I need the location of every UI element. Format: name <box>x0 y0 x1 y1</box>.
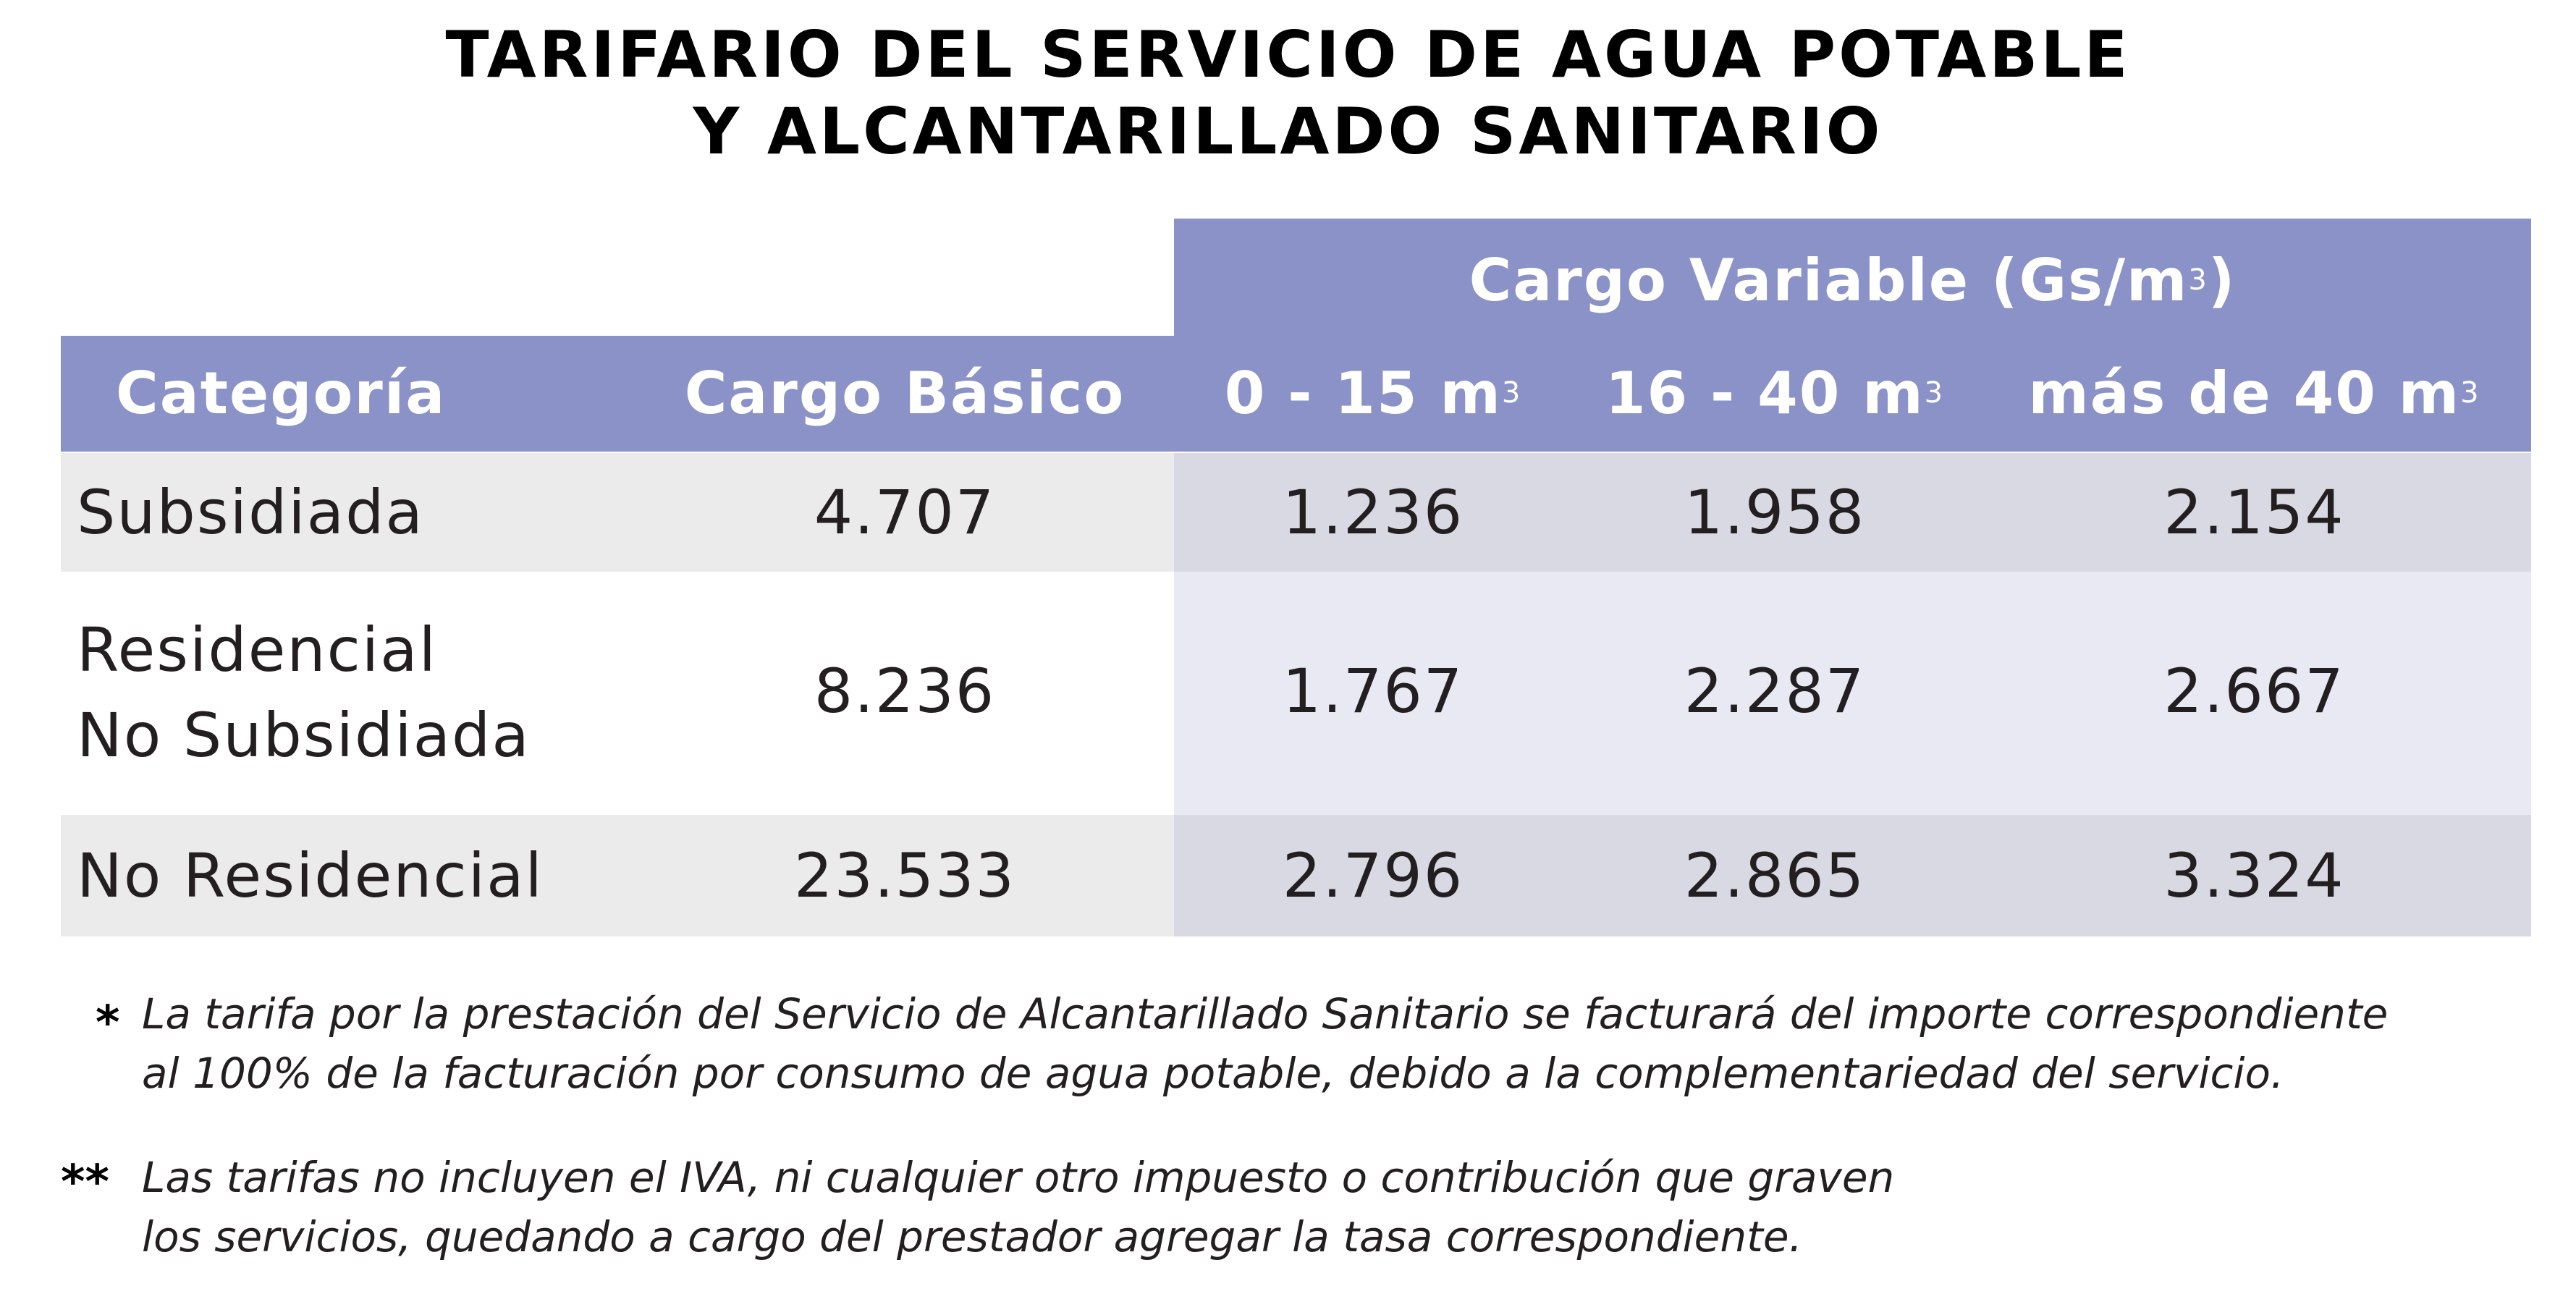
row-3-basic-charge: 23.533 <box>794 840 1015 911</box>
document-title-line-2: Y ALCANTARILLADO SANITARIO <box>693 94 1883 169</box>
group-header-cargo-variable: Cargo Variable (Gs/m 3) <box>1469 246 2237 314</box>
row-1-range-over-40: 2.154 <box>2163 477 2345 548</box>
row-2-category-line-2: No Subsidiada <box>77 700 531 771</box>
row-2-variable-background <box>1174 572 2531 815</box>
footnote-1-line-2: al 100% de la facturación por consumo de… <box>142 1049 2284 1098</box>
row-3-range-over-40: 3.324 <box>2163 840 2345 911</box>
row-1-range-0-15: 1.236 <box>1282 477 1464 548</box>
group-header-label: Cargo Variable (Gs/m <box>1469 246 2189 314</box>
row-3-background <box>61 815 1174 936</box>
column-header-background <box>61 336 2531 452</box>
row-2-range-over-40: 2.667 <box>2163 656 2345 727</box>
footnote-2-line-1: Las tarifas no incluyen el IVA, ni cualq… <box>142 1153 1895 1202</box>
row-3-variable-background <box>1174 815 2531 936</box>
row-1-background <box>61 453 1174 572</box>
row-2-basic-charge: 8.236 <box>814 656 996 727</box>
footnote-2-marker: ** <box>61 1156 109 1209</box>
row-1-range-16-40: 1.958 <box>1684 477 1866 548</box>
column-header-category: Categoría <box>116 359 447 427</box>
row-3-range-0-15: 2.796 <box>1282 840 1464 911</box>
row-3-category: No Residencial <box>77 840 544 911</box>
column-header-basic-charge: Cargo Básico <box>684 359 1126 427</box>
row-1-category: Subsidiada <box>77 477 424 548</box>
row-2-background <box>61 572 1174 815</box>
group-header-close: ) <box>2208 246 2237 314</box>
row-2-range-0-15: 1.767 <box>1282 656 1464 727</box>
footnote-1-marker: * <box>96 997 120 1050</box>
row-3-range-16-40: 2.865 <box>1684 840 1866 911</box>
group-header-background <box>1174 219 2531 336</box>
footnote-2-line-2: los servicios, quedando a cargo del pres… <box>142 1212 1802 1261</box>
row-1-variable-background <box>1174 453 2531 572</box>
row-2-range-16-40: 2.287 <box>1684 656 1866 727</box>
document-title-line-1: TARIFARIO DEL SERVICIO DE AGUA POTABLE <box>445 17 2131 92</box>
footnote-1-line-1: La tarifa por la prestación del Servicio… <box>142 989 2389 1039</box>
row-1-basic-charge: 4.707 <box>814 477 996 548</box>
row-2-category-line-1: Residencial <box>77 614 437 686</box>
row-2-category: Residencial No Subsidiada <box>77 572 641 815</box>
